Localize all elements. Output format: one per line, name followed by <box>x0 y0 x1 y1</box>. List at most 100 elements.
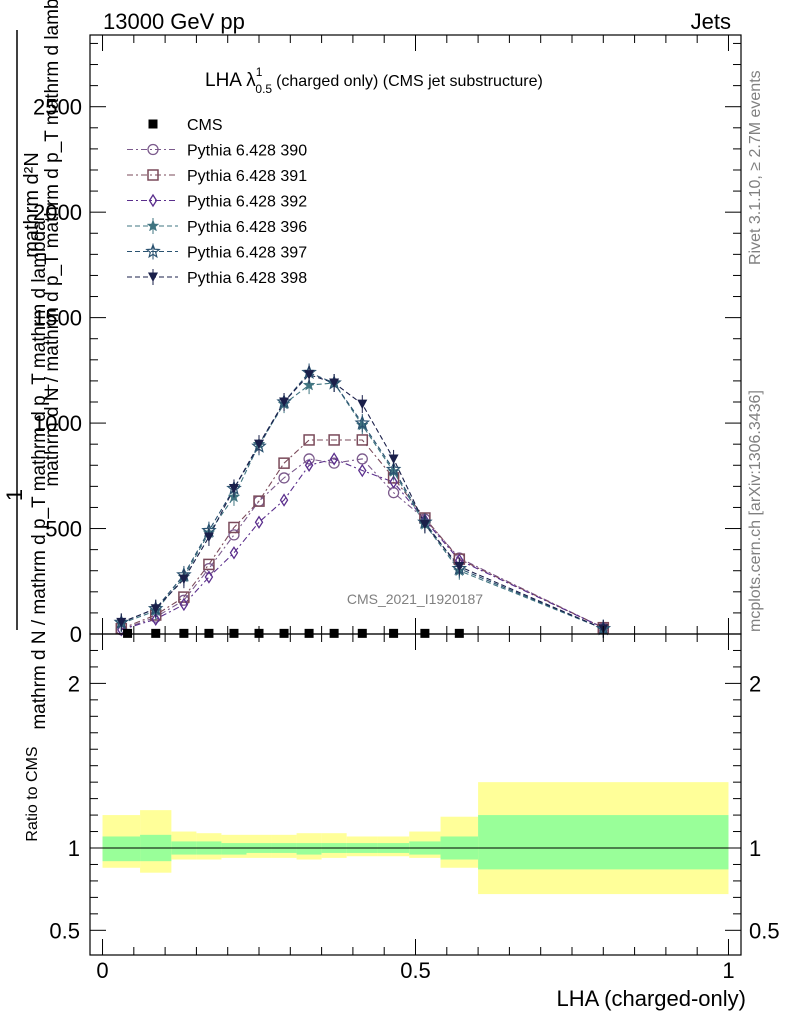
series-point <box>328 457 340 469</box>
ratio-band-inner <box>221 843 247 855</box>
series-line-2 <box>121 439 604 630</box>
x-tick-label: 0.5 <box>400 958 431 983</box>
data-point <box>123 628 133 638</box>
series-point <box>116 617 127 628</box>
main-series-markers <box>113 363 612 638</box>
ratio-tick-label: 0.5 <box>49 918 80 943</box>
series-point <box>388 454 399 464</box>
data-point <box>454 628 464 638</box>
y-tick-label: 1500 <box>33 306 82 331</box>
data-point <box>229 628 239 638</box>
ratio-tick-label-right: 0.5 <box>749 918 780 943</box>
header-left: 13000 GeV pp <box>103 9 245 34</box>
series-point <box>228 521 240 534</box>
series-point <box>117 623 126 637</box>
series-point <box>385 461 402 477</box>
legend-label-data: CMS <box>187 117 223 134</box>
data-point <box>279 628 289 638</box>
analysis-watermark: CMS_2021_I1920187 <box>347 591 483 607</box>
series-point <box>329 452 339 466</box>
series-point <box>254 515 264 529</box>
ratio-tick-label: 2 <box>68 671 80 696</box>
series-line-5 <box>121 371 604 630</box>
y-axis-label-denominator-top: mathrm d N / mathrm d p_T mathrm d p_T m… <box>42 0 63 487</box>
data-point <box>389 628 399 638</box>
data-point <box>357 628 367 638</box>
series-point <box>279 493 289 507</box>
series-point <box>228 483 239 494</box>
series-point <box>358 463 367 478</box>
y-tick-label: 1000 <box>33 411 82 436</box>
series-point <box>254 439 265 450</box>
y-tick-label: 2000 <box>33 200 82 225</box>
series-point <box>357 399 368 410</box>
legend-label: Pythia 6.428 391 <box>187 168 307 185</box>
series-point <box>278 472 290 484</box>
series-point <box>304 370 315 380</box>
data-point <box>420 628 430 638</box>
series-point <box>454 562 465 572</box>
series-point <box>328 434 340 446</box>
series-line-4 <box>121 382 604 630</box>
ratio-tick-label-right: 2 <box>749 671 761 696</box>
legend-marker <box>145 243 161 259</box>
x-tick-label: 0 <box>96 958 108 983</box>
y-axis-label-top: mathrm d²N <box>21 152 43 258</box>
series-point <box>303 434 315 446</box>
series-point <box>356 434 369 446</box>
series-point <box>279 397 290 407</box>
mcplots-credit-text: mcplots.cern.ch [arXiv:1306.3436] <box>747 390 764 632</box>
series-point <box>278 457 290 469</box>
series-point <box>389 475 398 489</box>
legend-label: Pythia 6.428 397 <box>187 245 307 262</box>
legend-marker <box>148 193 158 208</box>
data-point <box>329 628 339 638</box>
ratio-plot: 0.5 0.5 1 1 2 2 Ratio to CMS <box>24 633 780 956</box>
x-tick-labels: 0 0.5 1 <box>96 958 734 983</box>
legend-label: Pythia 6.428 390 <box>187 143 307 160</box>
series-point <box>179 597 189 612</box>
series-point <box>204 570 214 584</box>
series-point <box>150 604 161 614</box>
data-point <box>204 628 214 638</box>
legend-marker <box>147 169 159 181</box>
y-tick-label: 2500 <box>33 95 82 120</box>
legend-label: Pythia 6.428 392 <box>187 194 307 211</box>
series-line-6 <box>121 373 604 630</box>
legend-marker-data <box>148 119 158 129</box>
series-point <box>178 574 189 585</box>
ratio-y-axis-label: Ratio to CMS <box>24 746 41 841</box>
series-point <box>151 612 160 626</box>
series-point <box>304 458 314 472</box>
plot-title-sup: 1 <box>256 65 263 79</box>
plot-title-main: LHA λ <box>205 70 256 91</box>
legend-label: Pythia 6.428 396 <box>187 219 307 236</box>
plot-title-suffix: (charged only) (CMS jet substructure) <box>276 73 543 90</box>
series-point <box>203 532 214 542</box>
series-point <box>228 529 240 541</box>
x-axis-label: LHA (charged-only) <box>556 986 746 1011</box>
y-axis-label-numerator: 1 <box>2 489 27 501</box>
y-tick-label: 0 <box>70 622 82 647</box>
ratio-band-inner <box>478 815 729 870</box>
ratio-axis-ticks: 0.5 0.5 1 1 2 2 <box>49 634 780 955</box>
legend-marker <box>146 219 160 232</box>
series-point <box>229 546 239 560</box>
series-point <box>302 378 316 391</box>
legend-marker <box>147 143 159 156</box>
rivet-version-text: Rivet 3.1.10, ≥ 2.7M events <box>747 70 764 265</box>
plot-title: LHA λ1 0.5 (charged only) (CMS jet substru… <box>205 65 543 96</box>
ratio-band-inner <box>296 843 322 855</box>
series-line-3 <box>121 458 604 631</box>
header-right: Jets <box>691 9 731 34</box>
series-point <box>303 453 315 465</box>
ratio-tick-label-right: 1 <box>749 836 761 861</box>
ratio-tick-label: 1 <box>68 836 80 861</box>
series-point <box>178 591 190 603</box>
data-point <box>304 628 314 638</box>
series-point <box>253 495 265 507</box>
data-points <box>123 628 464 638</box>
x-tick-label: 1 <box>722 958 734 983</box>
